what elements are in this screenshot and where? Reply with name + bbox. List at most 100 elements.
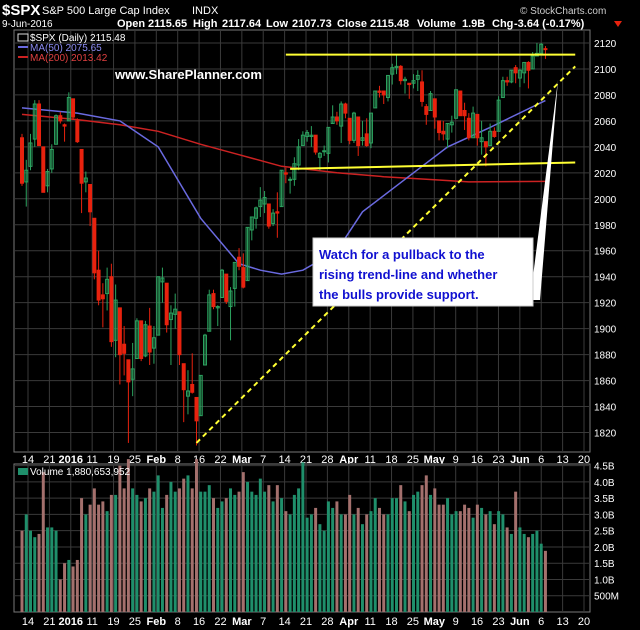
volume-bar (199, 491, 203, 612)
volume-bar (24, 514, 28, 612)
candle-body (458, 90, 463, 117)
volume-bar (501, 514, 505, 612)
candle-body (249, 216, 254, 231)
volume-bar (143, 498, 147, 612)
volume-bar (497, 511, 501, 612)
volume-bar (33, 537, 37, 612)
date-tick-label: 2016 (59, 616, 83, 628)
candle-body (288, 178, 293, 181)
volume-bar (454, 511, 458, 612)
date-tick-label: Apr (339, 454, 359, 466)
candle-body (543, 48, 548, 51)
candle-body (343, 103, 348, 114)
date-tick-label: 20 (578, 616, 590, 628)
date-tick-label: 11 (364, 616, 375, 628)
volume-value: 1.9B (462, 18, 485, 30)
candle-body (424, 106, 429, 115)
volume-bar (471, 517, 475, 612)
candle-body (351, 112, 356, 141)
candle-body (130, 368, 135, 380)
candle-body (211, 293, 216, 308)
volume-axis: 4.5B 4.0B 3.5B 3.0B 2.5B 2.0B 1.5B 1.0B 500M (594, 462, 619, 603)
candle-body (411, 80, 416, 84)
candle-body (100, 294, 105, 300)
candle-body (420, 81, 425, 102)
volume-bar (458, 511, 462, 612)
date-tick-label: 25 (129, 454, 141, 466)
candle-body (105, 278, 110, 295)
candle-body (300, 134, 305, 147)
volume-bar (139, 501, 143, 612)
volume-bar (475, 504, 479, 612)
date-axis-top: 14 21 2016 11 19 25 Feb 8 16 22 Mar 7 14 21 28 Apr 11 18 2… (22, 454, 590, 466)
price-tick-label: 1860 (594, 377, 617, 388)
volume-bar (58, 579, 62, 612)
date-tick-label: 25 (407, 454, 419, 466)
date-tick-label: 25 (129, 616, 141, 628)
candle-body (75, 120, 80, 143)
legend-ma50: MA(50) 2075.65 (30, 43, 102, 54)
candle-body (258, 199, 263, 208)
volume-bar (339, 514, 343, 612)
volume-tick-label: 2.5B (594, 527, 615, 538)
volume-bar (118, 465, 122, 612)
volume-bar (105, 511, 109, 612)
volume-bar (148, 488, 152, 612)
volume-bar (29, 530, 33, 612)
candle-body (58, 115, 63, 122)
candle-body (522, 61, 527, 74)
date-tick-label: 22 (214, 454, 226, 466)
volume-bar (429, 494, 433, 612)
close-label: Close (337, 18, 367, 30)
candle-body (198, 374, 203, 417)
candle-body (326, 126, 331, 154)
candle-body (339, 103, 344, 127)
date-tick-label: 14 (278, 616, 290, 628)
date-axis-bottom: 14 21 2016 11 19 25 Feb 8 16 22 Mar 7 14 21 28 Apr 11 18 2… (22, 616, 590, 628)
volume-bar (84, 514, 88, 612)
candle-body (488, 130, 493, 147)
volume-bar (92, 488, 96, 612)
volume-bar (322, 530, 326, 612)
volume-bar (377, 507, 381, 612)
legend-volume: Volume 1,880,653,952 (30, 467, 131, 478)
volume-bar (271, 501, 275, 612)
volume-bar (348, 494, 352, 612)
date-tick-label: 9 (453, 454, 459, 466)
volume-bar (365, 514, 369, 612)
candle-body (305, 132, 310, 137)
volume-tick-label: 2.0B (594, 543, 615, 554)
candle-body (415, 74, 420, 80)
date-tick-label: Jun (510, 454, 530, 466)
volume-bar (399, 485, 403, 612)
date-tick-label: Apr (339, 616, 359, 628)
candle-body (492, 130, 497, 137)
volume-bar (203, 491, 207, 612)
candle-body (509, 69, 514, 83)
volume-bar (318, 524, 322, 612)
volume-bar (54, 530, 58, 612)
price-tick-label: 2080 (594, 91, 617, 102)
candle-body (530, 55, 535, 70)
annotation-line-3: the bulls provide support. (319, 287, 479, 302)
candle-body (394, 65, 399, 69)
candle-body (403, 78, 407, 82)
candle-body (334, 116, 339, 122)
date-tick-label: 14 (22, 616, 34, 628)
candle-body (228, 290, 233, 308)
volume-tick-label: 3.0B (594, 510, 615, 521)
candle-body (462, 110, 467, 117)
volume-bar (46, 527, 50, 612)
candle-body (203, 334, 207, 366)
date-tick-label: Jun (510, 616, 530, 628)
date-tick-label: 2016 (59, 454, 83, 466)
price-axis: 1820 1840 1860 1880 1900 1920 1940 1960 1980 2000… (594, 39, 617, 440)
volume-bar (522, 533, 526, 612)
volume-bar (441, 504, 445, 612)
date-tick-label: 19 (107, 454, 119, 466)
low-label: Low (266, 18, 288, 30)
date-tick-label: Feb (147, 454, 167, 466)
volume-bar (335, 501, 339, 612)
date-tick-label: 7 (260, 616, 266, 628)
volume-bar (390, 498, 394, 612)
